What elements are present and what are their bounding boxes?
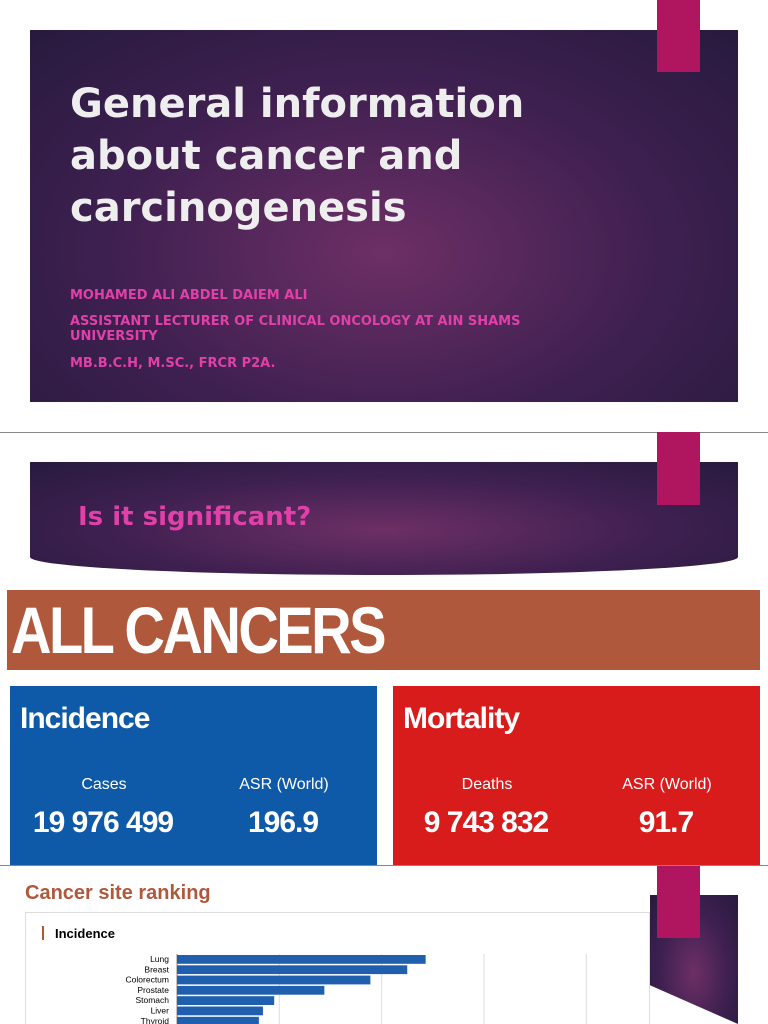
card-label: Deaths [461, 776, 513, 793]
mortality-card: Mortality Deaths ASR (World) 9 743 832 9… [393, 686, 760, 865]
title-slide: General information about cancer and car… [30, 30, 738, 402]
tab [657, 432, 700, 505]
bar [177, 996, 275, 1005]
degrees: MB.B.C.H, M.SC., FRCR P2A. [70, 356, 276, 371]
incidence-card: Incidence Cases ASR (World) 19 976 499 1… [10, 686, 377, 865]
card-value: 19 976 499 [32, 806, 174, 839]
card-heading: Incidence [20, 702, 150, 735]
bar [177, 985, 325, 995]
bar [177, 1006, 263, 1016]
card-label: ASR (World) [622, 776, 712, 793]
category-label: Stomach [135, 995, 169, 1005]
category-label: Liver [151, 1006, 170, 1016]
category-label: Thyroid [141, 1016, 170, 1024]
tab [657, 866, 700, 938]
bar [177, 955, 426, 964]
bar [177, 1016, 259, 1024]
slide-title: Is it significant? [78, 502, 312, 532]
slide-title: General information about cancer and car… [70, 81, 525, 231]
bar [177, 965, 408, 975]
card-value: 9 743 832 [423, 806, 549, 839]
card-label: ASR (World) [239, 776, 329, 793]
card-heading: Mortality [403, 702, 520, 735]
section-title: Cancer site ranking [25, 882, 211, 904]
ranking-chart: Incidence LungBreastColorectumProstateSt… [25, 912, 650, 1024]
card-value: 91.7 [638, 806, 694, 839]
banner-slide: Is it significant? [30, 462, 738, 575]
divider [0, 865, 768, 866]
card-label: Cases [81, 776, 127, 793]
banner: ALL CANCERS [7, 590, 760, 670]
position: ASSISTANT LECTURER OF CLINICAL ONCOLOGY … [70, 314, 521, 344]
category-label: Colorectum [126, 975, 169, 985]
tab [657, 0, 700, 72]
panel-title: Incidence [55, 926, 115, 941]
bar [177, 975, 371, 985]
category-label: Breast [144, 964, 169, 974]
category-label: Prostate [137, 985, 169, 995]
author: MOHAMED ALI ABDEL DAIEM ALI [70, 288, 308, 303]
banner-text: ALL CANCERS [11, 593, 387, 667]
divider [0, 432, 768, 433]
accent [42, 926, 44, 940]
card-value: 196.9 [247, 806, 319, 839]
category-label: Lung [150, 954, 169, 964]
